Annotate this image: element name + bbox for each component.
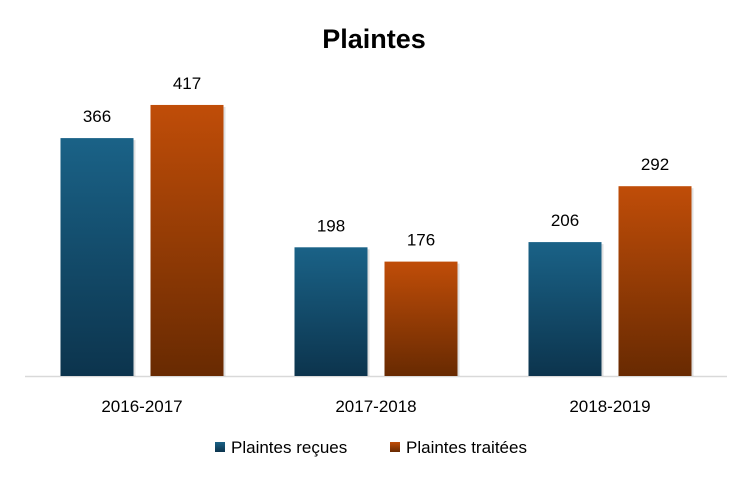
legend-label: Plaintes reçues	[231, 438, 347, 457]
data-label: 366	[83, 107, 111, 126]
data-label: 292	[641, 155, 669, 174]
legend-swatch	[215, 442, 225, 452]
chart-title: Plaintes	[322, 24, 426, 54]
data-label: 198	[317, 216, 345, 235]
bar-traitees	[618, 186, 692, 376]
bar-recues	[60, 138, 134, 376]
data-label: 417	[173, 74, 201, 93]
legend-swatch	[390, 442, 400, 452]
bar-traitees	[384, 261, 458, 376]
bar-traitees	[150, 104, 224, 376]
data-label: 206	[551, 211, 579, 230]
x-tick-label: 2016-2017	[101, 397, 182, 416]
bar-recues	[528, 242, 602, 376]
x-tick-label: 2017-2018	[335, 397, 416, 416]
x-tick-label: 2018-2019	[569, 397, 650, 416]
data-label: 176	[407, 231, 435, 250]
bar-recues	[294, 247, 368, 376]
legend-label: Plaintes traitées	[406, 438, 527, 457]
